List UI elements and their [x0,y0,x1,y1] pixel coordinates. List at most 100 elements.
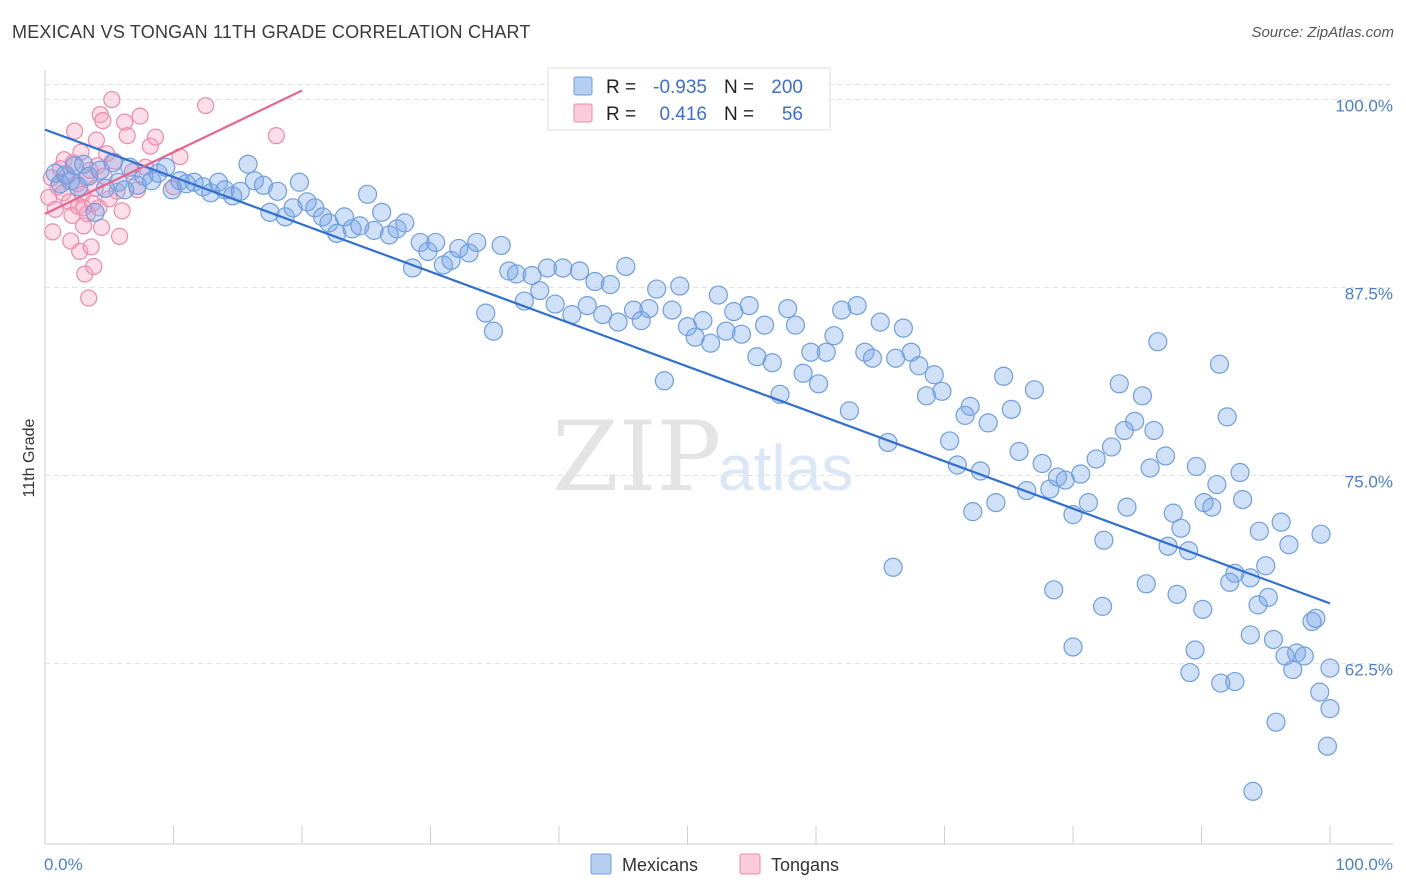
mexican-point [426,232,446,253]
mexican-point [647,279,667,299]
mexican-point [924,365,944,385]
mexican-point [608,312,628,332]
mexican-point [963,502,983,522]
mexican-point [449,238,469,259]
tongan-point [80,289,98,307]
mexican-point [893,318,913,338]
mexican-point [1209,354,1230,374]
mexican-point [1040,479,1060,499]
mexican-point [297,192,317,212]
mexican-point [530,280,550,301]
mexican-point [1249,521,1269,541]
mexican-point [1248,595,1268,615]
mexicans-trend-line [44,128,1331,605]
mexican-point [839,401,860,421]
mexican-point [585,271,605,292]
x-tick-label-max: 100.0% [1335,855,1393,874]
mexican-point [1279,535,1299,555]
mexican-point [577,295,597,316]
mexican-point [1211,673,1231,693]
mexican-point [45,163,65,183]
mexican-point [793,363,813,383]
mexican-point [238,154,258,174]
tongan-point [65,122,84,140]
mexican-point [1109,374,1129,394]
mexican-point [1167,584,1187,604]
x-tick-marks [44,826,1331,844]
mexican-point [1310,682,1330,702]
mexican-point [1171,518,1191,538]
mexican-point [824,326,844,346]
mexican-point [1258,587,1278,607]
mexican-point [916,386,937,406]
mexican-point [1225,563,1245,583]
mexican-point [459,243,479,263]
mexican-point [379,225,399,245]
legend-n-label-tongans: N = [724,104,754,125]
mexican-point [1243,781,1263,801]
x-tick-label-min: 0.0% [44,855,83,874]
mexican-point [350,216,370,236]
mexican-point [1271,512,1291,532]
mexican-point [739,295,759,316]
mexican-point [1078,493,1099,513]
mexican-point [1136,574,1156,594]
mexican-point [1185,640,1205,660]
mexican-point [1114,420,1135,441]
stats-legend-box [547,67,831,131]
mexican-point [1317,736,1338,756]
mexican-point [553,258,573,278]
mexican-point [244,171,265,191]
mexican-point [364,220,384,240]
mexican-point [785,315,806,335]
mexican-point [870,312,890,332]
mexican-point [855,342,875,362]
stats-legend: R = -0.935 N = 200 R = 0.416 N = 56 [547,67,831,131]
mexican-point [801,342,821,362]
tongan-point [82,238,100,256]
mexican-point [1094,530,1114,550]
mexican-point [476,303,496,323]
mexican-point [506,264,527,284]
y-tick-label: 100.0% [1335,97,1393,116]
mexican-point [283,198,303,218]
mexican-point [816,342,836,362]
mexican-point [1294,646,1314,666]
chart-source: Source: ZipAtlas.com [1251,24,1394,41]
tongan-point [116,113,134,131]
mexican-point [1001,399,1021,419]
mexican-point [960,396,980,416]
mexican-point [1044,580,1064,600]
mexican-point [940,431,960,451]
chart-title: MEXICAN VS TONGAN 11TH GRADE CORRELATION… [12,22,531,42]
mexican-point [994,366,1014,386]
mexican-point [1180,662,1200,683]
y-tick-label: 75.0% [1345,473,1393,492]
mexican-point [670,276,690,296]
tongan-point [74,199,93,217]
mexican-point [372,202,392,222]
mexican-point [342,219,362,239]
mexican-point [441,250,461,271]
mexican-point [1233,489,1253,510]
y-tick-label: 87.5% [1345,285,1393,304]
tongan-point [110,227,129,246]
mexican-point [1240,625,1260,645]
mexican-point [1275,646,1295,666]
tongan-point [94,112,112,130]
mexican-point [142,171,162,191]
mexicans-points [45,153,1340,801]
mexican-point [1217,407,1237,427]
mexican-point [334,207,355,227]
tongan-point [141,137,159,155]
mexican-point [1163,503,1183,523]
tongans-trend-line [44,89,303,215]
mexican-point [883,557,903,577]
mexican-point [1306,608,1326,629]
mexican-point [537,258,558,278]
tongan-point [267,127,285,145]
mexican-point [289,172,310,192]
tongan-point [146,128,165,146]
mexican-point [1101,437,1122,457]
mexican-point [230,181,250,201]
